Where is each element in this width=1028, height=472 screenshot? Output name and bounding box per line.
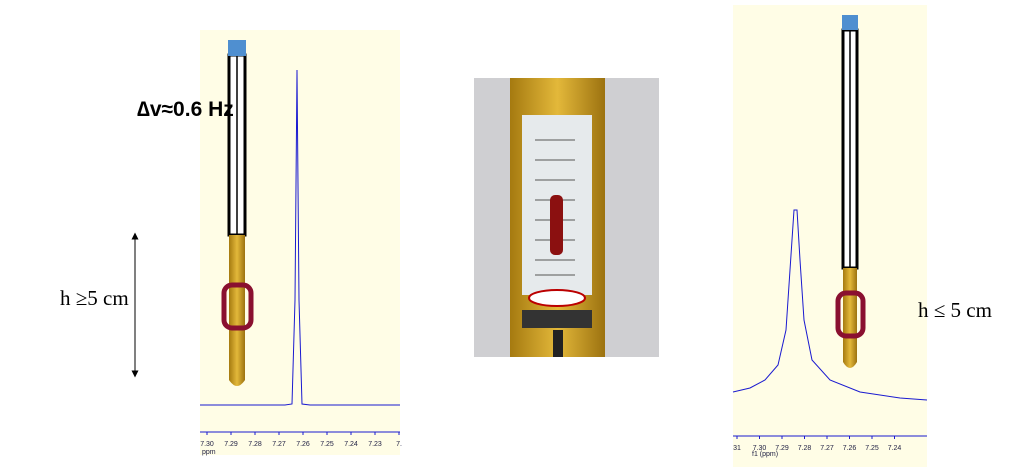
tick-label: 7.27 — [272, 441, 286, 448]
tick-label: 7.24 — [344, 441, 358, 448]
tick-label: 31 — [733, 445, 741, 452]
spinner — [835, 290, 866, 339]
photo — [474, 78, 659, 357]
tick-label: 7.29 — [775, 445, 789, 452]
axis-unit: f1 (ppm) — [752, 451, 778, 458]
tick-label: 7.30 — [200, 441, 214, 448]
tick-label: 7.24 — [888, 445, 902, 452]
tick-label: 7.25 — [865, 445, 879, 452]
slot — [553, 330, 563, 357]
sample-tube — [550, 195, 563, 255]
spinner — [528, 289, 586, 307]
axis-ticks: 7.30 7.29 7.28 7.27 7.26 7.25 7.24 7.23 7. — [200, 432, 402, 448]
tick-label: 7.30 — [753, 445, 767, 452]
sample — [843, 268, 857, 368]
panel-bg — [733, 5, 927, 467]
tick-label: 7. — [396, 441, 402, 448]
tick-label: 7.27 — [820, 445, 834, 452]
tick-label: 7.26 — [843, 445, 857, 452]
left-spectrum: 7.30 7.29 7.28 7.27 7.26 7.25 7.24 7.23 7. ppm — [200, 30, 402, 456]
cap — [228, 40, 246, 56]
tick-label: 7.29 — [224, 441, 238, 448]
axis-ticks: 31 7.30 7.29 7.28 7.27 7.26 7.25 7.24 — [733, 436, 901, 452]
cap — [842, 15, 858, 30]
height-label: h ≤ 5 cm — [918, 298, 992, 322]
spectrum-line — [200, 69, 400, 406]
slot — [522, 310, 592, 328]
tick-label: 7.28 — [248, 441, 262, 448]
linewidth-label: ∆v≈0.6 Hz — [137, 98, 234, 121]
sample — [229, 235, 245, 386]
tick-label: 7.25 — [320, 441, 334, 448]
tick-label: 7.23 — [368, 441, 382, 448]
height-label: h ≥5 cm — [60, 286, 129, 310]
tick-label: 7.26 — [296, 441, 310, 448]
axis-unit: ppm — [202, 449, 216, 456]
spinner — [221, 282, 254, 331]
tick-label: 7.28 — [798, 445, 812, 452]
right-spectrum: 31 7.30 7.29 7.28 7.27 7.26 7.25 7.24 f1 (ppm) — [732, 5, 928, 467]
spectrum-line — [732, 209, 928, 401]
